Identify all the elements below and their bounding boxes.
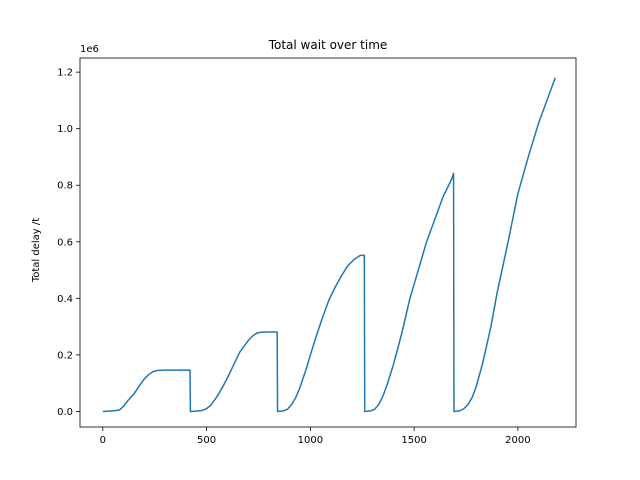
y-offset-label: 1e6 <box>80 44 99 55</box>
plot-frame <box>79 57 577 428</box>
x-tick-label: 500 <box>197 435 216 446</box>
chart-title: Total wait over time <box>268 38 388 52</box>
y-tick-label: 1.2 <box>57 68 73 79</box>
y-tick-label: 0.2 <box>57 350 73 361</box>
y-tick-label: 0.0 <box>57 407 73 418</box>
y-ticks: 0.0 0.2 0.4 0.6 0.8 1.0 1.2 <box>57 68 80 418</box>
x-tick-label: 1000 <box>298 435 323 446</box>
y-tick-label: 0.6 <box>57 237 73 248</box>
x-tick-label: 1500 <box>401 435 426 446</box>
x-ticks: 0 500 1000 1500 2000 <box>100 427 531 446</box>
y-tick-label: 0.4 <box>57 294 73 305</box>
series-line <box>102 77 556 413</box>
y-tick-label: 1.0 <box>57 124 73 135</box>
y-tick-label: 0.8 <box>57 181 73 192</box>
x-tick-label: 0 <box>100 435 106 446</box>
x-tick-label: 2000 <box>505 435 530 446</box>
y-axis-label: Total delay /t <box>31 218 42 283</box>
